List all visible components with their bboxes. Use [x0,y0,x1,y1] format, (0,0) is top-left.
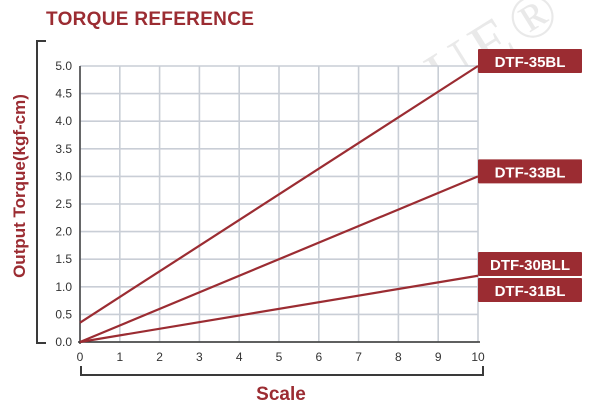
x-tick-label: 3 [196,350,203,364]
y-axis-bracket [36,40,46,344]
series-line [79,65,479,324]
series-line [79,274,479,344]
series-label: DTF-35BL [495,54,566,71]
series-label-box [478,252,582,276]
x-tick-label: 0 [77,350,84,364]
y-tick-label: 2.5 [55,197,72,211]
y-tick-label: 4.0 [55,114,72,128]
x-axis-bracket [80,366,484,376]
y-tick-label: 0.5 [55,307,72,321]
x-tick-label: 1 [116,350,123,364]
y-tick-label: 0.0 [55,335,72,349]
chart-title: TORQUE REFERENCE [46,9,255,30]
x-tick-label: 7 [355,350,362,364]
x-tick-label: 9 [435,350,442,364]
x-tick-label: 6 [315,350,322,364]
y-tick-label: 4.5 [55,87,72,101]
x-tick-label: 4 [236,350,243,364]
y-tick-label: 1.0 [55,280,72,294]
series-line [79,175,479,344]
series-label: DTF-33BL [495,164,566,181]
x-tick-label: 5 [276,350,283,364]
y-tick-label: 3.0 [55,169,72,183]
y-tick-label: 1.5 [55,252,72,266]
series-label: DTF-30BLL [490,257,570,274]
y-tick-label: 2.0 [55,225,72,239]
x-tick-label: 2 [156,350,163,364]
x-tick-label: 8 [395,350,402,364]
series-label-box [478,159,582,184]
x-axis-label: Scale [256,384,306,405]
y-tick-label: 5.0 [55,59,72,73]
y-tick-label: 3.5 [55,142,72,156]
series-label: DTF-31BL [495,283,566,300]
series-label-box [478,49,582,73]
x-tick-label: 10 [471,350,485,364]
series-label-box [478,278,582,302]
